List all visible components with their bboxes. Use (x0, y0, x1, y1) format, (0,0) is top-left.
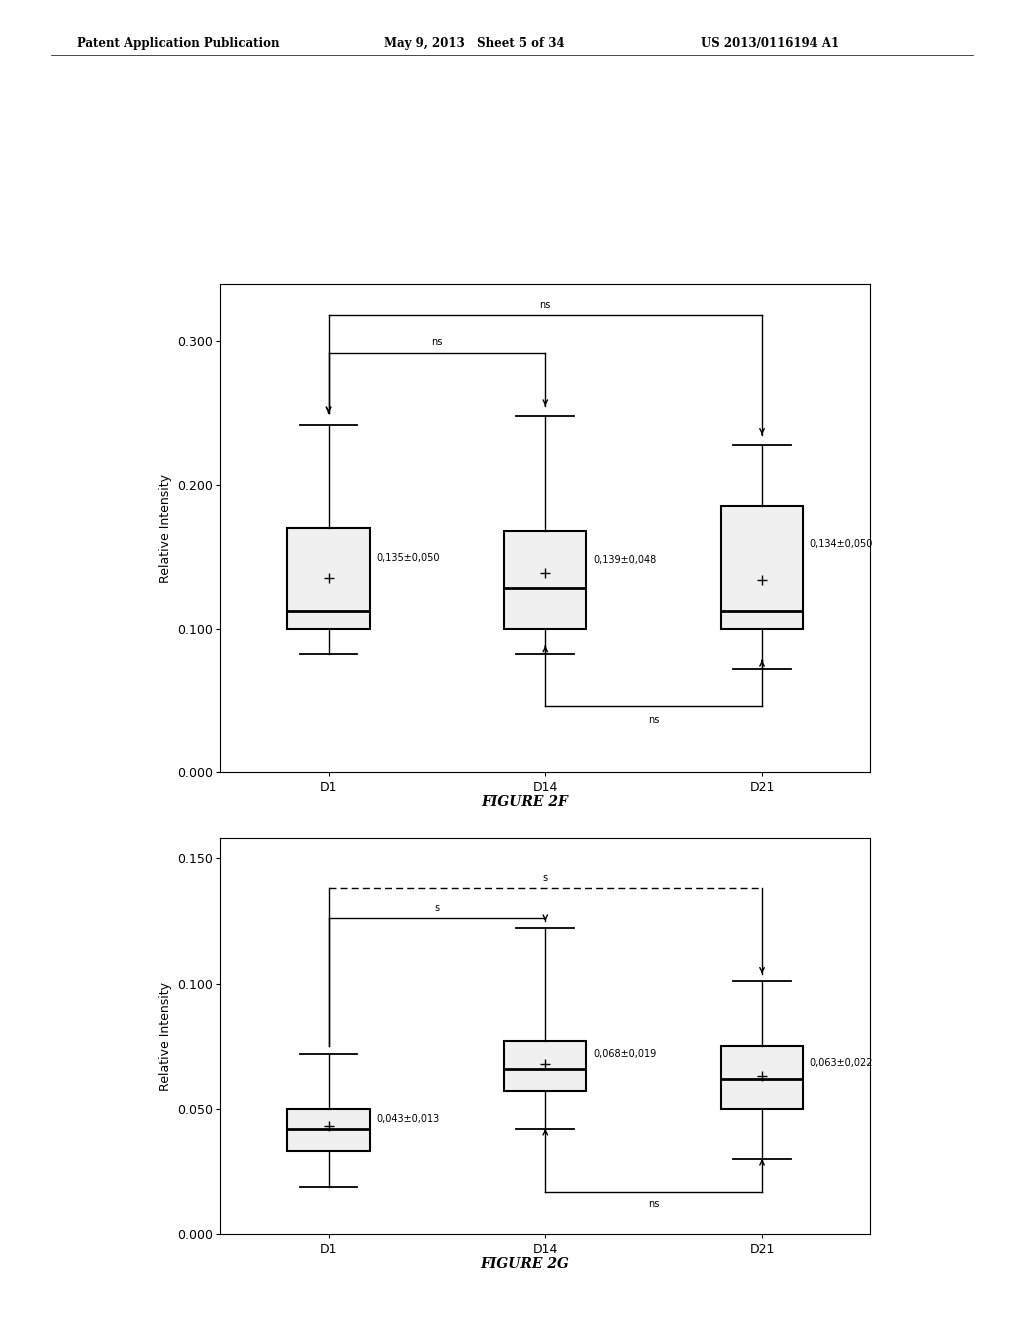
Text: 0,068±0,019: 0,068±0,019 (593, 1049, 656, 1059)
Bar (721, 1047, 803, 1109)
Text: 0,135±0,050: 0,135±0,050 (376, 553, 439, 564)
Text: s: s (543, 874, 548, 883)
Text: Patent Application Publication: Patent Application Publication (77, 37, 280, 50)
Bar (504, 1041, 587, 1092)
Text: 0,043±0,013: 0,043±0,013 (376, 1114, 439, 1123)
Text: ns: ns (431, 337, 442, 347)
Text: May 9, 2013   Sheet 5 of 34: May 9, 2013 Sheet 5 of 34 (384, 37, 564, 50)
Text: 0,134±0,050: 0,134±0,050 (810, 539, 873, 549)
Text: s: s (434, 903, 439, 913)
Bar (288, 1109, 370, 1151)
Text: FIGURE 2G: FIGURE 2G (480, 1257, 568, 1271)
Y-axis label: Relative Intensity: Relative Intensity (159, 982, 172, 1090)
Text: ns: ns (540, 300, 551, 310)
Text: FIGURE 2F: FIGURE 2F (481, 795, 567, 809)
Y-axis label: Relative Intensity: Relative Intensity (159, 474, 172, 582)
Bar (288, 528, 370, 628)
Text: ns: ns (648, 1199, 659, 1209)
Bar (721, 507, 803, 628)
Text: US 2013/0116194 A1: US 2013/0116194 A1 (701, 37, 840, 50)
Text: ns: ns (648, 714, 659, 725)
Text: 0,139±0,048: 0,139±0,048 (593, 556, 656, 565)
Text: 0,063±0,022: 0,063±0,022 (810, 1059, 873, 1068)
Bar (504, 531, 587, 628)
